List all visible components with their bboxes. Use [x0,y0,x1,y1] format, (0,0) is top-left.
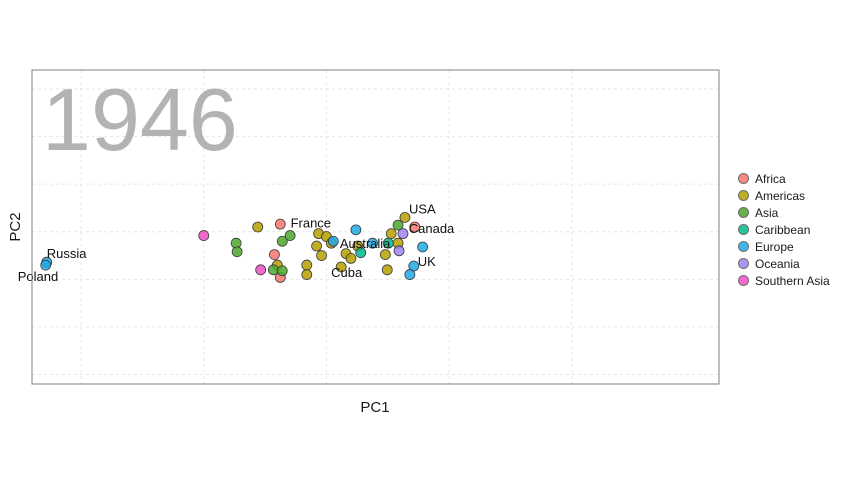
legend-label: Caribbean [755,222,811,237]
data-point [393,245,405,257]
data-point [345,252,357,264]
legend-item: Caribbean [738,221,830,238]
data-point [399,212,411,223]
data-point [392,219,404,231]
data-point [335,261,347,273]
data-point [274,218,286,230]
data-point [231,246,243,258]
data-point [316,250,327,261]
legend-label: Asia [755,205,779,220]
plot-border [31,69,720,385]
legend-key-icon [738,190,749,201]
data-point [255,264,267,276]
grid-lines [32,70,719,384]
data-point [350,224,362,236]
y-axis-label: PC2 [7,212,24,241]
data-point [367,237,378,249]
data-point [379,249,391,260]
legend-item: Africa [738,170,830,187]
point-label: Russia [47,246,88,261]
legend-item: Asia [738,204,830,221]
x-axis-label: PC1 [360,399,389,416]
data-point [417,241,429,253]
data-point [268,264,279,276]
legend: Africa Americas Asia Caribbean Europe Oceania… [738,170,830,289]
legend-key-icon [738,224,749,235]
data-point [327,235,339,247]
legend-label: Europe [755,239,794,254]
legend-key-icon [738,258,749,269]
point-label: Cuba [331,265,363,280]
data-point [381,264,393,276]
data-point [409,221,421,233]
point-label: Canada [409,221,455,236]
legend-label: Oceania [755,256,800,271]
data-point [301,269,313,280]
legend-key-icon [738,275,749,286]
point-labels: Russia Poland USA Canada France Australia Cuba… [18,201,455,284]
data-point [198,230,210,241]
legend-key-icon [738,241,749,252]
point-label: USA [409,201,436,216]
legend-key-icon [738,173,749,184]
data-point [311,240,323,252]
data-point [301,259,313,271]
data-point [404,269,416,280]
legend-item: Southern Asia [738,272,830,289]
plot-background [32,70,719,384]
data-point [276,265,288,277]
data-point [276,235,288,247]
year-watermark: 1946 [42,70,238,169]
legend-label: Southern Asia [755,273,830,288]
legend-label: Africa [755,171,786,186]
legend-item: Oceania [738,255,830,272]
data-point [40,259,52,271]
data-point [355,247,367,259]
point-label: Australia [340,236,391,251]
data-point [284,230,296,241]
data-point [269,249,280,260]
legend-item: Europe [738,238,830,255]
data-point [252,221,264,233]
point-label: UK [418,254,436,269]
data-points [40,212,429,283]
data-point [397,228,409,240]
data-point [382,237,394,249]
legend-label: Americas [755,188,806,203]
point-label: France [291,216,331,231]
point-label: Poland [18,269,58,284]
legend-item: Americas [738,187,830,204]
legend-key-icon [738,207,749,218]
